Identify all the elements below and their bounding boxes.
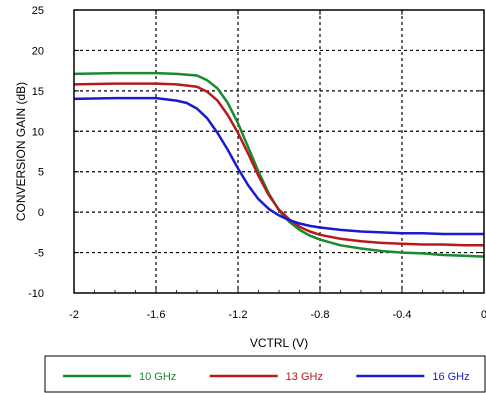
y-axis-label: CONVERSION GAIN (dB) [14, 82, 28, 221]
x-tick-label: -0.8 [311, 309, 330, 321]
legend-label: 13 GHz [286, 371, 323, 383]
y-tick-label: 20 [32, 45, 44, 57]
x-tick-label: -2 [69, 309, 79, 321]
legend: 10 GHz 13 GHz 16 GHz [44, 355, 486, 393]
series-line [73, 82, 484, 247]
tick-labels: -2 -1.6 -1.2 -0.8 -0.4 0 -10 -5 0 5 10 15 20 25 [28, 5, 486, 321]
legend-label: 16 GHz [432, 371, 469, 383]
x-tick-label: -1.6 [147, 309, 166, 321]
y-tick-label: 5 [38, 167, 44, 179]
series-line [73, 96, 484, 236]
y-tick-label: 10 [32, 126, 44, 138]
grid [74, 10, 484, 293]
y-tick-label: -5 [34, 248, 44, 260]
plot-frame [73, 9, 485, 294]
series-line [73, 71, 485, 258]
series-group [73, 71, 485, 258]
x-tick-label: 0 [481, 309, 486, 321]
y-tick-label: -10 [28, 288, 44, 300]
legend-label: 10 GHz [139, 371, 176, 383]
y-tick-label: 15 [32, 86, 44, 98]
y-tick-label: 25 [32, 5, 44, 17]
x-tick-label: -1.2 [229, 309, 248, 321]
x-axis-label: VCTRL (V) [250, 336, 308, 350]
x-tick-label: -0.4 [393, 309, 412, 321]
legend-box [44, 355, 486, 393]
y-tick-label: 0 [38, 207, 44, 219]
